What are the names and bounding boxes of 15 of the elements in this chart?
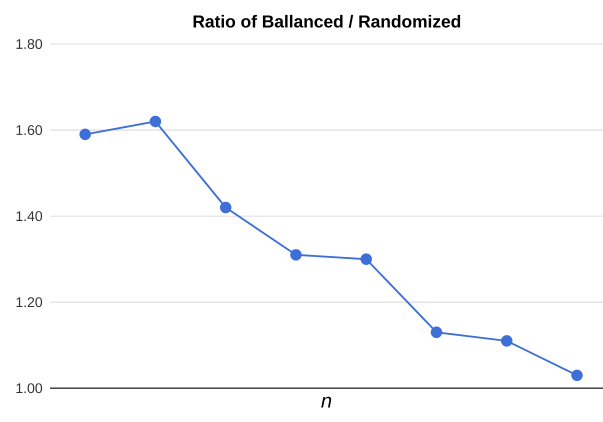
y-tick-label: 1.00 <box>16 383 42 394</box>
y-tick-label: 1.40 <box>16 211 42 222</box>
point <box>571 370 583 382</box>
x-axis-title: n <box>321 396 332 408</box>
chart-title: Ratio of Ballanced / Randomized <box>194 15 460 28</box>
point <box>430 326 442 338</box>
point <box>150 116 162 128</box>
point <box>220 202 232 214</box>
point <box>79 128 91 140</box>
point <box>290 249 302 261</box>
y-tick-label: 1.80 <box>16 39 42 50</box>
y-tick-label: 1.20 <box>16 297 42 308</box>
point <box>360 254 372 266</box>
y-tick-label: 1.60 <box>16 125 42 136</box>
point <box>501 335 512 347</box>
